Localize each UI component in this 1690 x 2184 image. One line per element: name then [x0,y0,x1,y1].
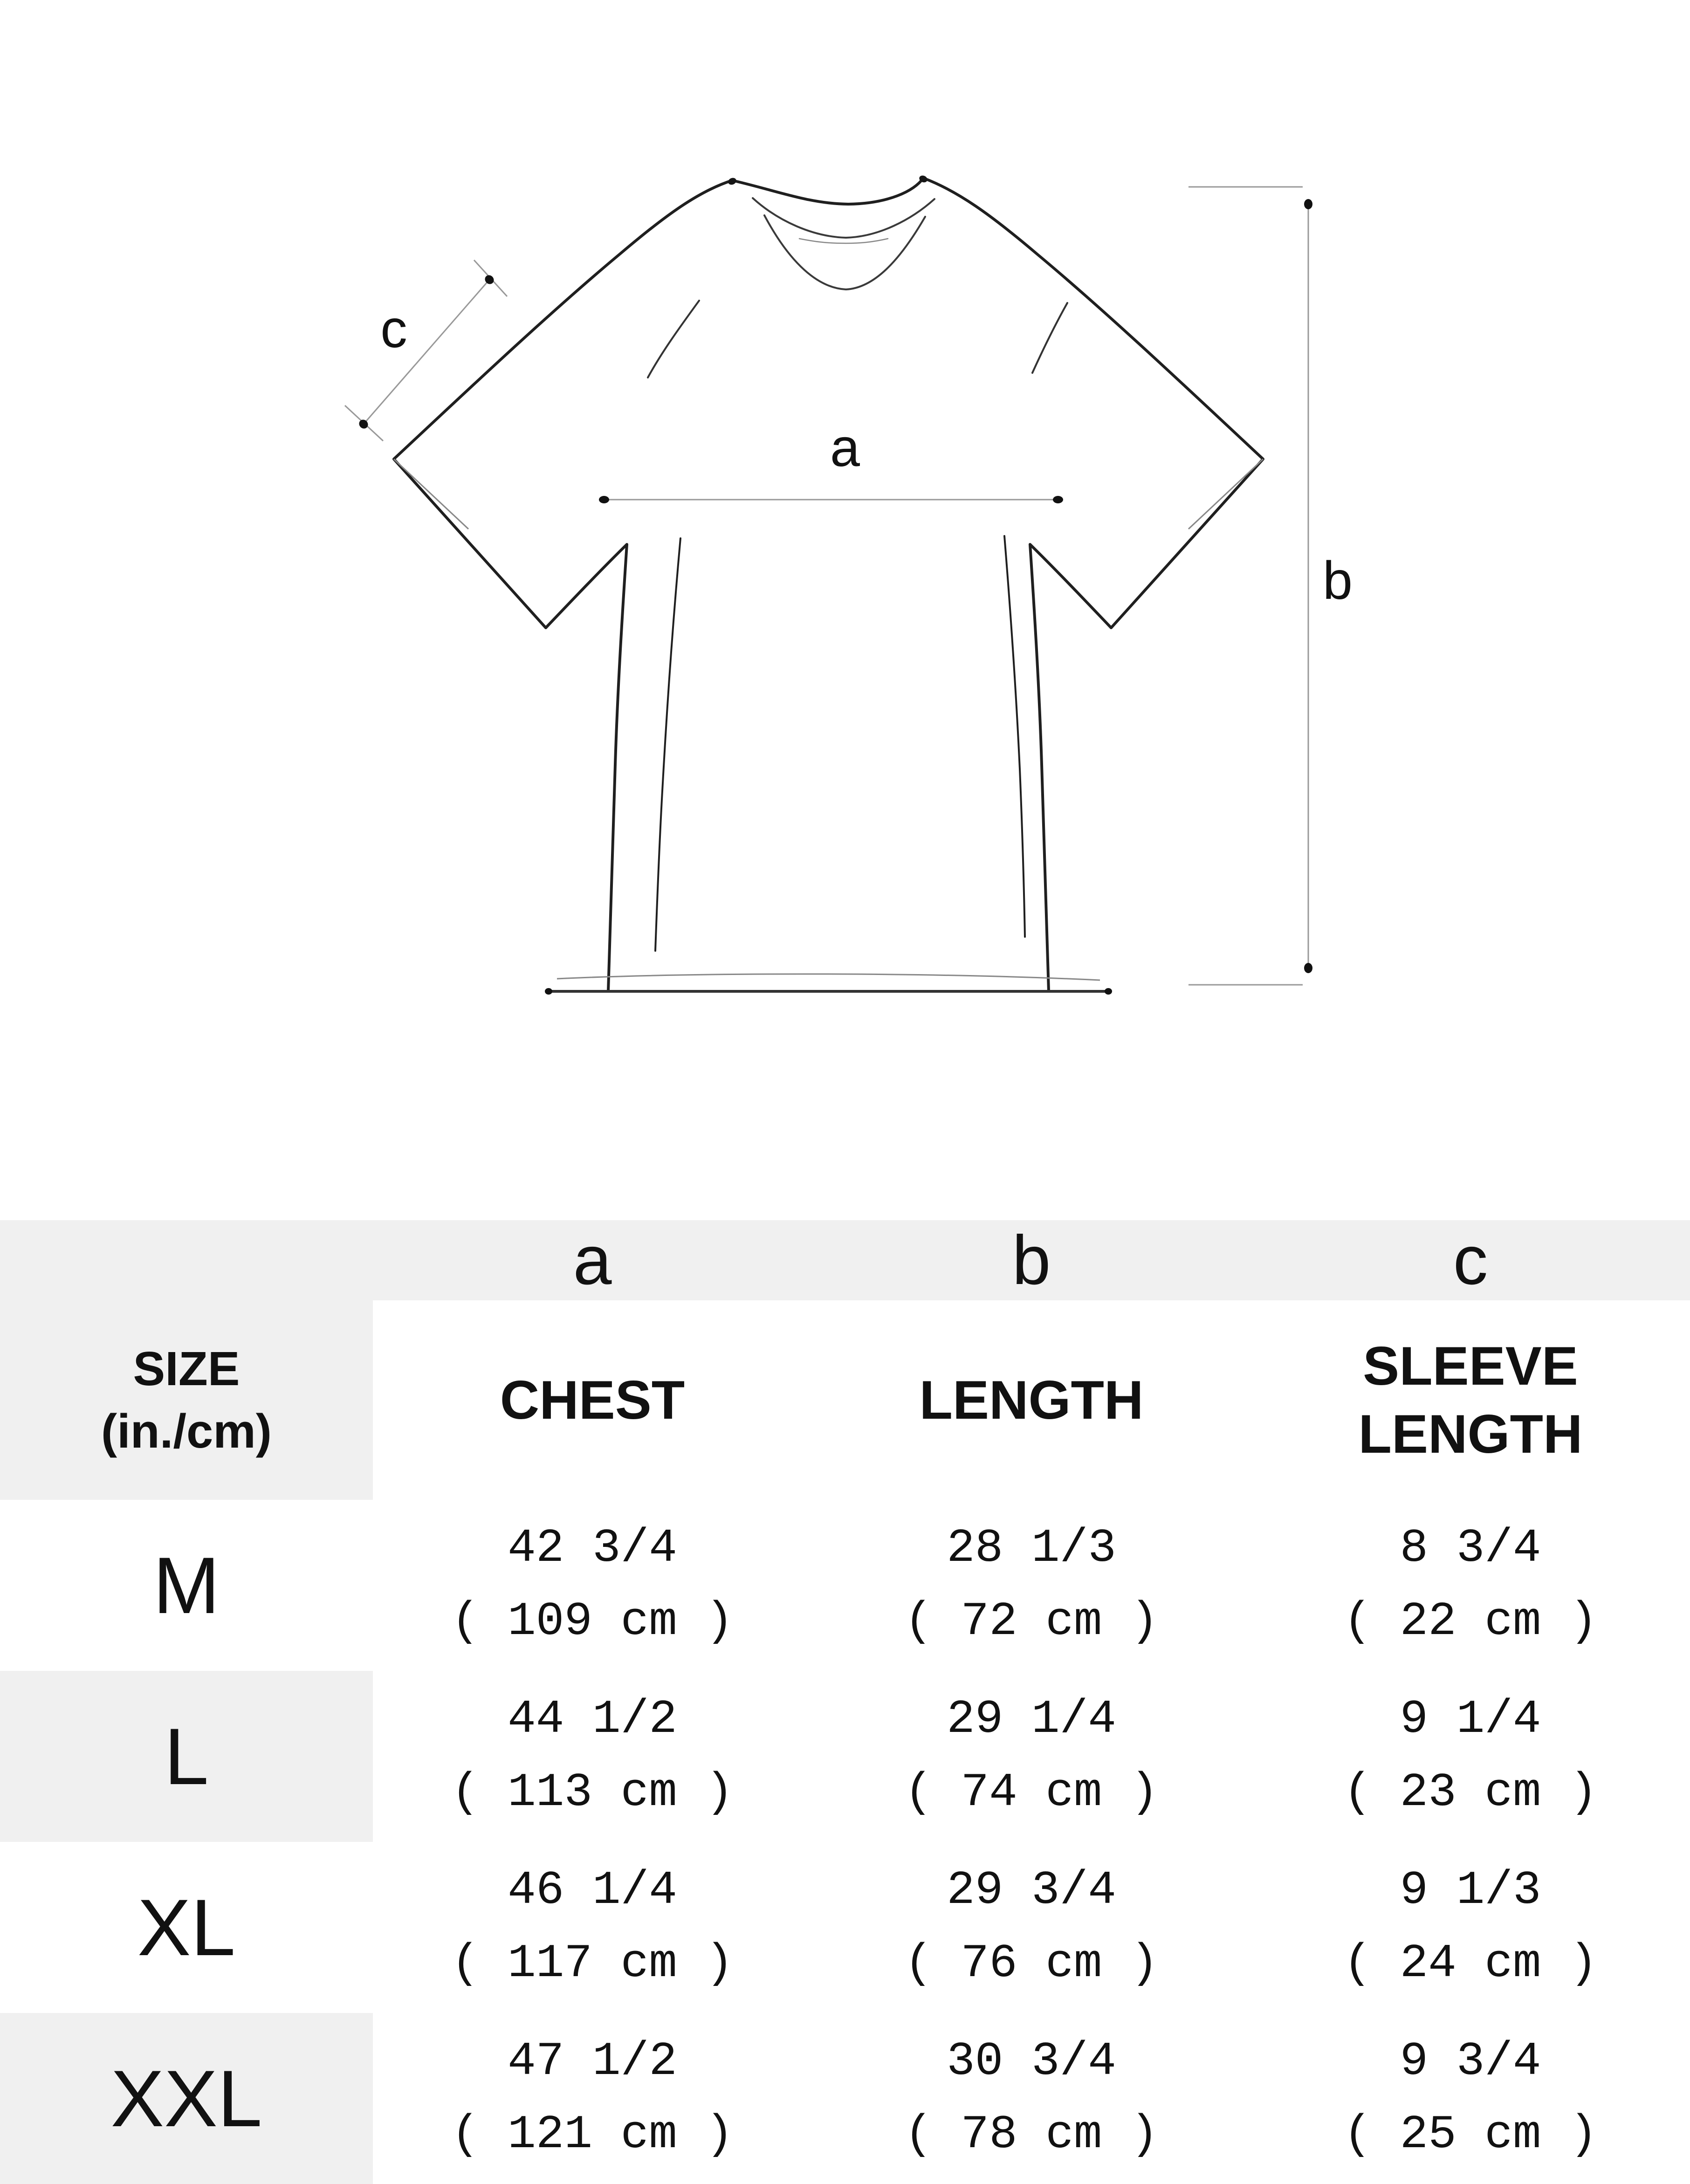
svg-text:c: c [380,299,407,359]
svg-text:a: a [830,418,860,478]
svg-text:b: b [1323,551,1353,611]
